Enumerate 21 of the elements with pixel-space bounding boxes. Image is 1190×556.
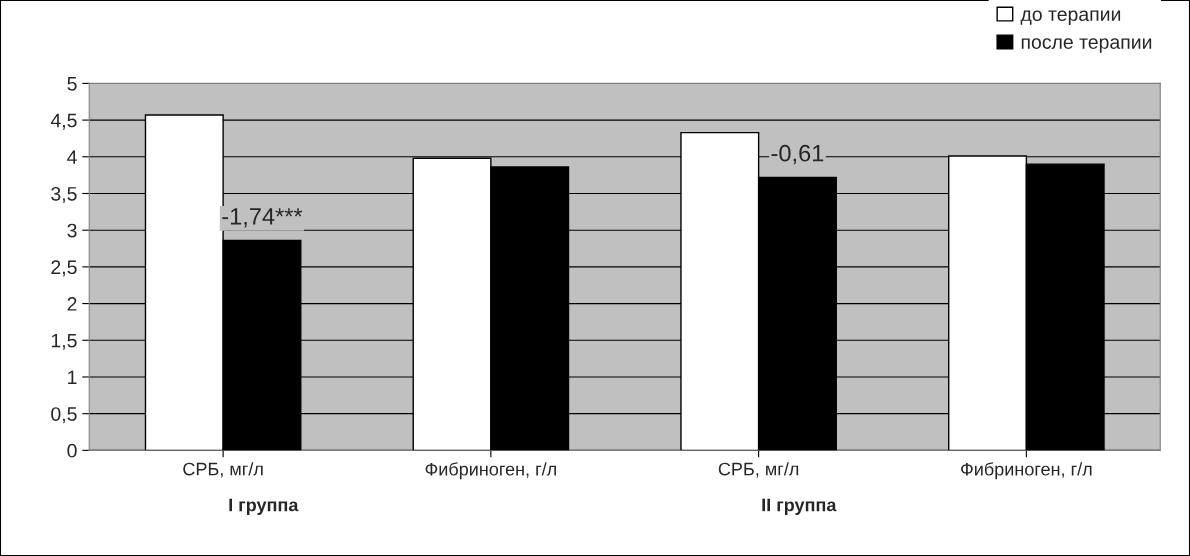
annotation: -0,61 <box>771 144 824 165</box>
y-tick-label: 0,5 <box>51 407 77 424</box>
x-tick-label: Фибриноген, г/л <box>425 462 556 480</box>
text: II группа <box>762 498 837 515</box>
text: I группа <box>229 498 299 515</box>
y-tick-label: 2 <box>67 297 77 311</box>
y-tick-label: 3 <box>67 223 77 238</box>
y-tick-label: 3,5 <box>51 186 77 204</box>
legend-label: после терапии <box>1021 38 1152 53</box>
y-tick-label: 0 <box>67 443 77 458</box>
x-tick-label: СРБ, мг/л <box>183 462 263 478</box>
y-tick-label: 4,5 <box>50 113 77 130</box>
x-tick-label: СРБ, мг/л <box>718 462 799 478</box>
y-tick-label: 1 <box>68 370 77 385</box>
x-tick-label: Фибриноген, г/л <box>961 462 1092 480</box>
y-tick-label: 2,5 <box>51 260 77 277</box>
y-tick-label: 5 <box>67 77 77 91</box>
annotation: -1,74*** <box>222 208 303 228</box>
y-tick-label: 4 <box>67 150 77 164</box>
y-tick-label: 1,5 <box>51 333 77 350</box>
legend-label: до терапии <box>1020 10 1121 25</box>
